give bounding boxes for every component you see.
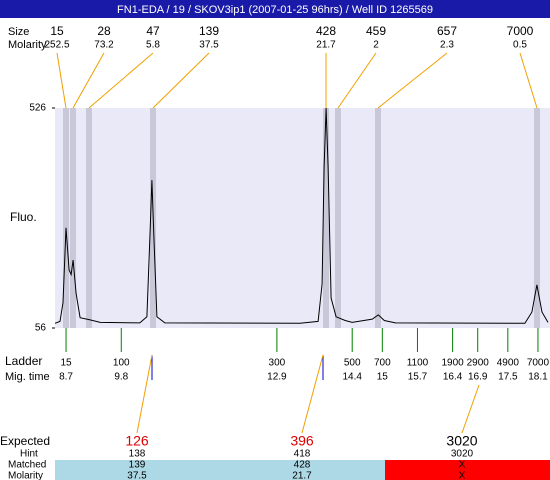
y-tick-label: 56 bbox=[35, 323, 47, 334]
y-tick-label: 526 bbox=[29, 103, 46, 114]
peak-size: 428 bbox=[316, 24, 336, 38]
expected-size: 126 bbox=[125, 433, 149, 449]
ladder-time: 12.9 bbox=[267, 372, 287, 383]
ladder-size: 2900 bbox=[467, 358, 490, 369]
y-label: Fluo. bbox=[10, 210, 37, 224]
peak-size: 657 bbox=[437, 24, 457, 38]
molarity-row-label: Molarity bbox=[8, 471, 43, 480]
peak-size: 7000 bbox=[507, 24, 534, 38]
peak-band bbox=[63, 108, 69, 328]
peak-size: 139 bbox=[199, 24, 219, 38]
peak-connector bbox=[377, 52, 448, 109]
ladder-time: 8.7 bbox=[59, 372, 73, 383]
hint-value: 3020 bbox=[451, 449, 474, 460]
matched-value: 428 bbox=[294, 460, 311, 471]
ladder-size: 15 bbox=[60, 358, 72, 369]
peak-molarity: 5.8 bbox=[146, 40, 160, 51]
ladder-time: 15.7 bbox=[408, 372, 428, 383]
peak-molarity: 37.5 bbox=[199, 40, 219, 51]
matched-molarity: 37.5 bbox=[127, 471, 147, 480]
hint-value: 418 bbox=[294, 449, 311, 460]
peak-band bbox=[534, 108, 540, 328]
peak-molarity: 2 bbox=[373, 40, 379, 51]
ladder-size: 300 bbox=[269, 358, 286, 369]
expected-connector bbox=[461, 384, 480, 434]
peak-band bbox=[86, 108, 92, 328]
matched-molarity: 21.7 bbox=[292, 471, 312, 480]
peak-band bbox=[335, 108, 341, 328]
peak-band bbox=[323, 108, 329, 328]
peak-band bbox=[375, 108, 381, 328]
matched-value: X bbox=[459, 460, 466, 471]
expected-connector bbox=[301, 354, 324, 434]
ladder-time: 17.5 bbox=[498, 372, 518, 383]
peak-connector bbox=[519, 52, 538, 109]
ladder-time: 16.9 bbox=[468, 372, 488, 383]
ladder-size: 100 bbox=[113, 358, 130, 369]
expected-connector bbox=[136, 354, 153, 434]
size-label: Size bbox=[8, 26, 29, 38]
expected-size: 3020 bbox=[446, 433, 477, 449]
peak-size: 15 bbox=[50, 24, 64, 38]
peak-band bbox=[70, 108, 76, 328]
ladder-time: 9.8 bbox=[114, 372, 128, 383]
ladder-size: 700 bbox=[374, 358, 391, 369]
peak-connector bbox=[337, 52, 377, 109]
ladder-time: 16.4 bbox=[443, 372, 463, 383]
trace bbox=[54, 107, 549, 324]
peak-connector bbox=[56, 52, 67, 109]
ladder-time: 14.4 bbox=[342, 372, 362, 383]
peak-molarity: 21.7 bbox=[316, 40, 336, 51]
unmatched-band bbox=[385, 460, 550, 480]
peak-size: 28 bbox=[97, 24, 111, 38]
matched-molarity: X bbox=[459, 471, 466, 480]
title-bar bbox=[0, 0, 550, 18]
peak-molarity: 252.5 bbox=[44, 40, 69, 51]
matched-label: Matched bbox=[8, 460, 46, 471]
ladder-size: 500 bbox=[344, 358, 361, 369]
peak-size: 459 bbox=[366, 24, 386, 38]
ladder-size: 7000 bbox=[527, 358, 550, 369]
expected-label: Expected bbox=[0, 434, 50, 448]
ladder-size: 4900 bbox=[497, 358, 520, 369]
ladder-time: 15 bbox=[377, 372, 389, 383]
peak-size: 47 bbox=[146, 24, 160, 38]
matched-band bbox=[55, 460, 385, 480]
peak-connector bbox=[88, 52, 154, 109]
ladder-time: 18.1 bbox=[528, 372, 548, 383]
hint-label: Hint bbox=[20, 449, 38, 460]
peak-molarity: 73.2 bbox=[94, 40, 114, 51]
ladder-label: Ladder bbox=[5, 354, 42, 368]
peak-molarity: 2.3 bbox=[440, 40, 454, 51]
title: FN1-EDA / 19 / SKOV3ip1 (2007-01-25 96hr… bbox=[117, 4, 433, 16]
peak-molarity: 0.5 bbox=[513, 40, 527, 51]
peak-connector bbox=[152, 52, 210, 109]
time-label: Mig. time bbox=[5, 371, 50, 383]
plot-area bbox=[55, 108, 550, 328]
hint-value: 138 bbox=[129, 449, 146, 460]
peak-connector bbox=[72, 52, 105, 109]
molarity-label: Molarity bbox=[8, 39, 47, 51]
ladder-size: 1100 bbox=[407, 358, 429, 369]
matched-value: 139 bbox=[129, 460, 146, 471]
expected-size: 396 bbox=[290, 433, 314, 449]
ladder-size: 1900 bbox=[441, 358, 464, 369]
